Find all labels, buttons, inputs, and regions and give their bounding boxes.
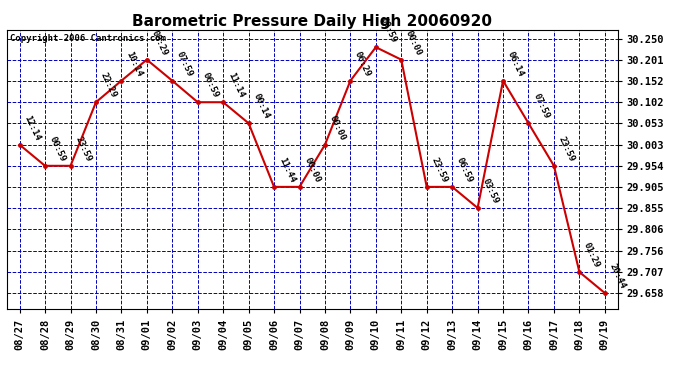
Title: Barometric Pressure Daily High 20060920: Barometric Pressure Daily High 20060920 (132, 14, 492, 29)
Text: 00:00: 00:00 (404, 29, 424, 57)
Text: 07:59: 07:59 (531, 92, 551, 120)
Text: 00:00: 00:00 (302, 156, 322, 184)
Text: 11:14: 11:14 (226, 71, 246, 99)
Text: 06:14: 06:14 (506, 50, 525, 78)
Text: 06:29: 06:29 (353, 50, 373, 78)
Text: 12:14: 12:14 (22, 114, 42, 142)
Text: 23:59: 23:59 (429, 156, 449, 184)
Text: 11:44: 11:44 (277, 156, 296, 184)
Text: 23:59: 23:59 (73, 135, 92, 163)
Text: Copyright 2006 Cantronics.com: Copyright 2006 Cantronics.com (10, 34, 166, 43)
Text: 10:14: 10:14 (124, 50, 144, 78)
Text: 08:29: 08:29 (150, 29, 169, 57)
Text: 00:14: 00:14 (251, 92, 271, 120)
Text: 00:59: 00:59 (48, 135, 68, 163)
Text: 22:29: 22:29 (99, 71, 118, 99)
Text: 00:00: 00:00 (328, 114, 347, 142)
Text: 06:59: 06:59 (455, 156, 475, 184)
Text: 23:59: 23:59 (557, 135, 576, 163)
Text: 06:59: 06:59 (201, 71, 220, 99)
Text: 03:59: 03:59 (480, 177, 500, 205)
Text: 07:59: 07:59 (175, 50, 195, 78)
Text: 01:29: 01:29 (582, 241, 602, 269)
Text: 20:44: 20:44 (608, 262, 627, 290)
Text: 09:59: 09:59 (379, 16, 398, 44)
